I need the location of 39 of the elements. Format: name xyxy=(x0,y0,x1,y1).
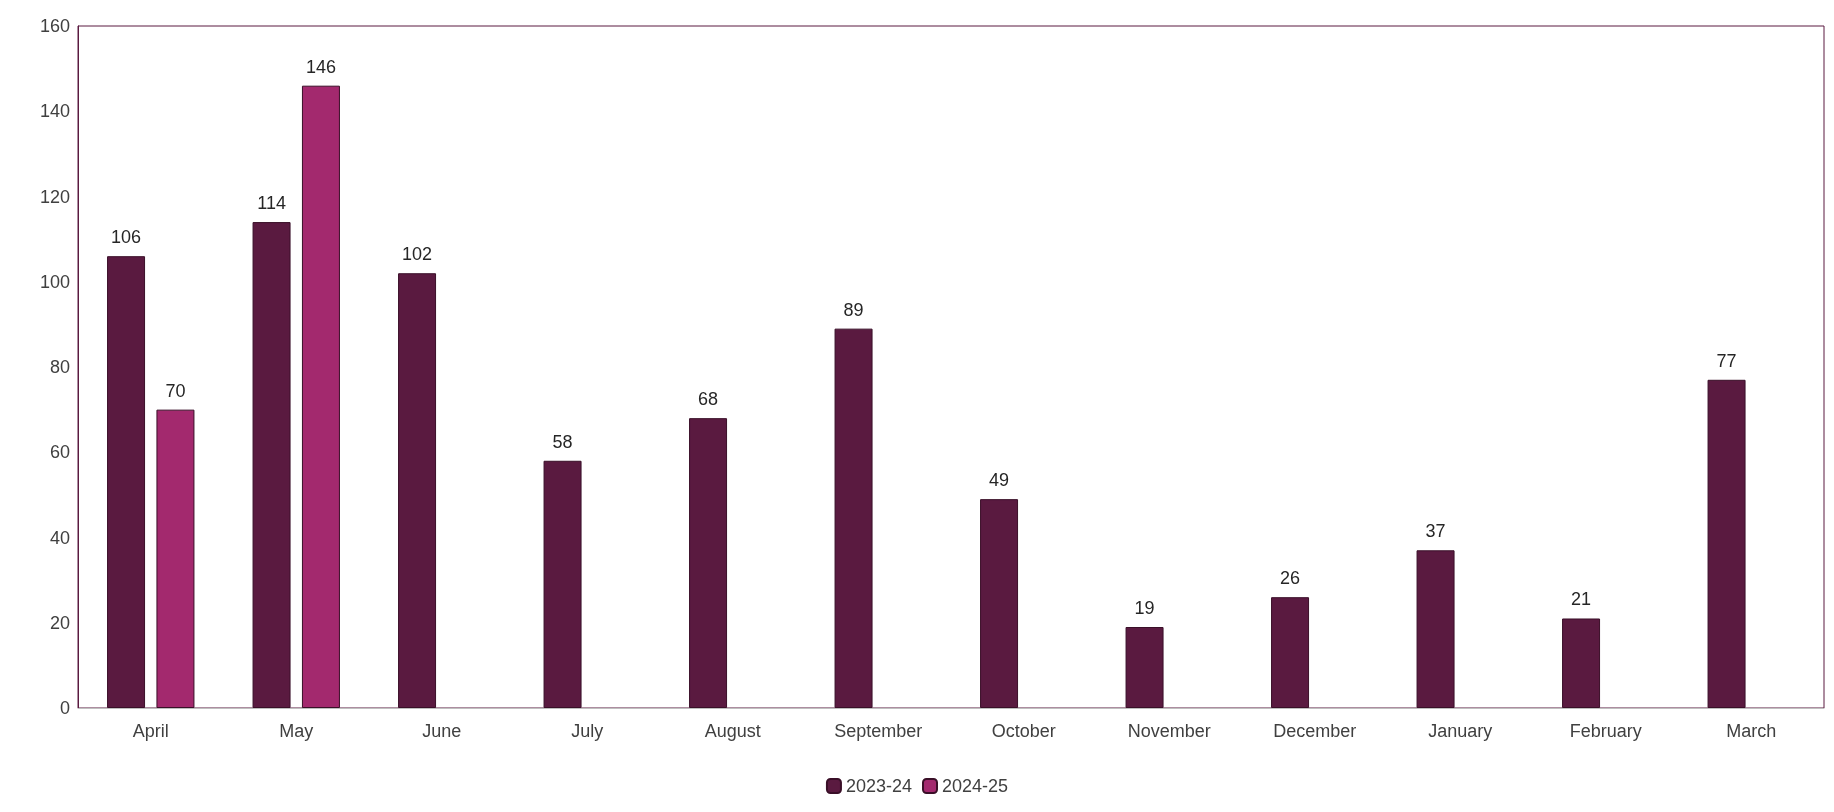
x-tick-label: November xyxy=(1127,721,1211,741)
data-label: 58 xyxy=(552,431,573,452)
x-tick-label: May xyxy=(279,721,314,741)
x-tick-label: August xyxy=(704,721,761,741)
y-tick-label: 120 xyxy=(39,186,70,207)
x-tick-label: March xyxy=(1726,721,1777,741)
legend-label: 2024-25 xyxy=(942,776,1009,796)
y-tick-label: 0 xyxy=(59,698,70,718)
data-label: 77 xyxy=(1716,350,1737,371)
bar xyxy=(156,409,195,708)
y-tick-label: 160 xyxy=(39,16,70,36)
x-tick-label: February xyxy=(1569,721,1642,741)
data-label: 102 xyxy=(402,244,433,265)
x-tick-label: October xyxy=(991,721,1056,741)
data-label: 21 xyxy=(1571,589,1592,610)
bar xyxy=(301,85,340,708)
y-tick-label: 40 xyxy=(49,527,70,548)
data-label: 114 xyxy=(257,193,286,214)
data-label: 106 xyxy=(111,227,142,248)
y-tick-label: 20 xyxy=(49,612,70,633)
legend-label: 2023-24 xyxy=(845,776,912,796)
y-tick-label: 60 xyxy=(49,442,70,463)
data-label: 89 xyxy=(843,299,864,320)
x-tick-label: June xyxy=(422,721,462,741)
x-tick-label: December xyxy=(1273,721,1357,741)
y-tick-label: 100 xyxy=(39,271,70,292)
y-tick-label: 140 xyxy=(39,101,70,122)
x-tick-label: July xyxy=(571,721,604,741)
data-label: 70 xyxy=(165,380,186,401)
x-tick-label: April xyxy=(132,721,169,741)
data-label: 26 xyxy=(1280,568,1301,589)
data-label: 49 xyxy=(989,470,1010,491)
data-label: 37 xyxy=(1425,521,1446,542)
y-tick-label: 80 xyxy=(49,357,70,377)
data-label: 19 xyxy=(1134,598,1155,619)
data-label: 146 xyxy=(305,56,336,77)
x-tick-label: September xyxy=(834,721,923,741)
x-tick-label: January xyxy=(1428,721,1493,741)
data-label: 68 xyxy=(698,389,719,410)
